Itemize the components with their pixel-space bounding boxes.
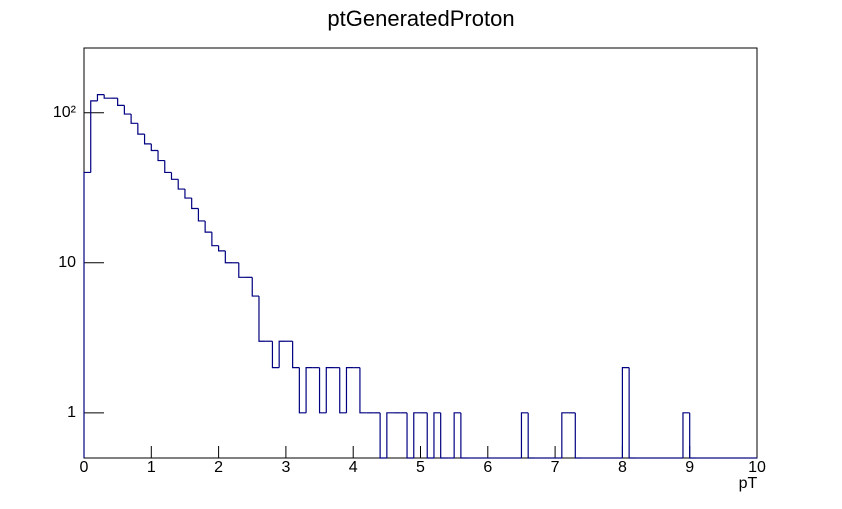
histogram-bin [271, 341, 280, 369]
histogram-bin [170, 172, 179, 180]
x-tick-label: 8 [618, 459, 627, 476]
histogram-bin [258, 296, 266, 342]
histogram-bin [574, 412, 583, 459]
histogram-bin [204, 220, 212, 233]
histogram-bin [191, 198, 199, 210]
x-tick-label: 5 [416, 459, 425, 476]
histogram-bin [325, 367, 334, 413]
histogram-bin [359, 367, 367, 414]
histogram-bin [426, 412, 434, 459]
histogram-bin [298, 367, 307, 414]
x-tick-label: 2 [214, 459, 223, 476]
histogram-bin [150, 143, 159, 152]
histogram-bin [184, 189, 192, 199]
histogram-bin [278, 340, 286, 368]
histogram-bin [90, 100, 98, 173]
x-tick-label: 0 [80, 459, 89, 476]
x-tick-label: 7 [551, 459, 560, 476]
histogram-bin [689, 412, 697, 459]
histogram-bin [345, 367, 354, 413]
histogram-bin [682, 412, 690, 458]
histogram-bin [305, 367, 313, 413]
histogram-bin [103, 94, 111, 99]
histogram-bin [130, 114, 138, 124]
x-tick-label: 1 [147, 459, 156, 476]
histogram-bin [413, 412, 421, 458]
histogram-bin [238, 262, 246, 278]
histogram-bin [433, 412, 441, 458]
y-tick-label: 10 [58, 254, 76, 271]
histogram-bin [440, 412, 448, 459]
y-tick-label: 10² [53, 104, 77, 121]
histogram-bin [137, 123, 145, 135]
histogram-bin [406, 412, 414, 459]
x-tick-label: 6 [483, 459, 492, 476]
x-tick-label: 4 [349, 459, 358, 476]
histogram-bin [177, 179, 185, 190]
histogram-bin [318, 367, 327, 414]
histogram-bin [379, 412, 387, 459]
histogram-bin [453, 412, 461, 458]
x-tick-label: 3 [281, 459, 290, 476]
histogram-bin [292, 341, 300, 369]
histogram-bin [527, 412, 535, 459]
histogram-bin [339, 367, 347, 414]
histogram-bin [460, 412, 468, 459]
histogram-bin [123, 105, 132, 115]
histogram-bin [520, 412, 529, 458]
histogram-bin [211, 232, 219, 247]
histogram-bin [164, 160, 172, 174]
histogram-bin [621, 367, 630, 458]
x-tick-label: 10 [748, 459, 766, 476]
histogram-bin [251, 277, 259, 297]
histogram-bin [628, 367, 636, 459]
histogram-bin [117, 98, 125, 106]
histogram-bin [83, 171, 91, 458]
chart-title: ptGeneratedProton [327, 6, 514, 31]
histogram-bin [218, 245, 226, 252]
histogram-bin [386, 412, 394, 458]
histogram-bin [143, 134, 152, 145]
histogram-bin [157, 150, 165, 162]
y-tick-label: 1 [67, 404, 76, 421]
x-axis-label: pT [739, 475, 758, 492]
histogram-bin [224, 250, 233, 264]
histogram-bin [96, 94, 105, 101]
histogram-bin [561, 412, 569, 458]
x-tick-label: 9 [685, 459, 694, 476]
histogram-bin [197, 208, 206, 222]
